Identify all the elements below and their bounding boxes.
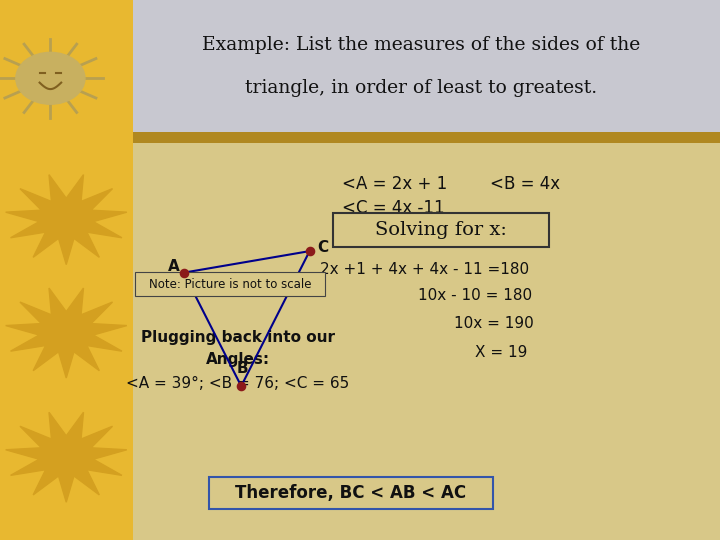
- Point: [304, 247, 315, 255]
- Bar: [0, 0, 133, 540]
- Text: A: A: [168, 259, 179, 274]
- Text: 2x +1 + 4x + 4x - 11 =180: 2x +1 + 4x + 4x - 11 =180: [320, 262, 529, 278]
- Text: <C = 4x -11: <C = 4x -11: [342, 199, 445, 217]
- FancyBboxPatch shape: [209, 477, 493, 509]
- Text: 10x = 190: 10x = 190: [454, 316, 534, 332]
- Text: <B = 4x: <B = 4x: [490, 174, 559, 193]
- Text: X = 19: X = 19: [475, 345, 528, 360]
- Circle shape: [16, 52, 85, 104]
- Bar: [133, 132, 720, 143]
- Text: <A = 2x + 1: <A = 2x + 1: [342, 174, 447, 193]
- Text: B: B: [237, 361, 248, 376]
- Text: Angles:: Angles:: [205, 352, 270, 367]
- Polygon shape: [6, 412, 127, 502]
- Text: Example: List the measures of the sides of the: Example: List the measures of the sides …: [202, 36, 640, 53]
- Point: [178, 268, 189, 277]
- Text: <A = 39°; <B = 76; <C = 65: <A = 39°; <B = 76; <C = 65: [126, 376, 349, 391]
- Text: Solving for x:: Solving for x:: [375, 221, 508, 239]
- Bar: [133, 0, 720, 132]
- Text: triangle, in order of least to greatest.: triangle, in order of least to greatest.: [245, 79, 598, 97]
- Text: Note: Picture is not to scale: Note: Picture is not to scale: [149, 278, 311, 291]
- Polygon shape: [6, 288, 127, 378]
- Text: 10x - 10 = 180: 10x - 10 = 180: [418, 288, 532, 303]
- Bar: [133, 143, 720, 540]
- FancyBboxPatch shape: [135, 272, 325, 296]
- FancyBboxPatch shape: [333, 213, 549, 247]
- Text: Therefore, BC < AB < AC: Therefore, BC < AB < AC: [235, 484, 467, 502]
- Text: Plugging back into our: Plugging back into our: [140, 330, 335, 345]
- Text: C: C: [317, 240, 328, 255]
- Point: [235, 382, 247, 390]
- Polygon shape: [6, 174, 127, 265]
